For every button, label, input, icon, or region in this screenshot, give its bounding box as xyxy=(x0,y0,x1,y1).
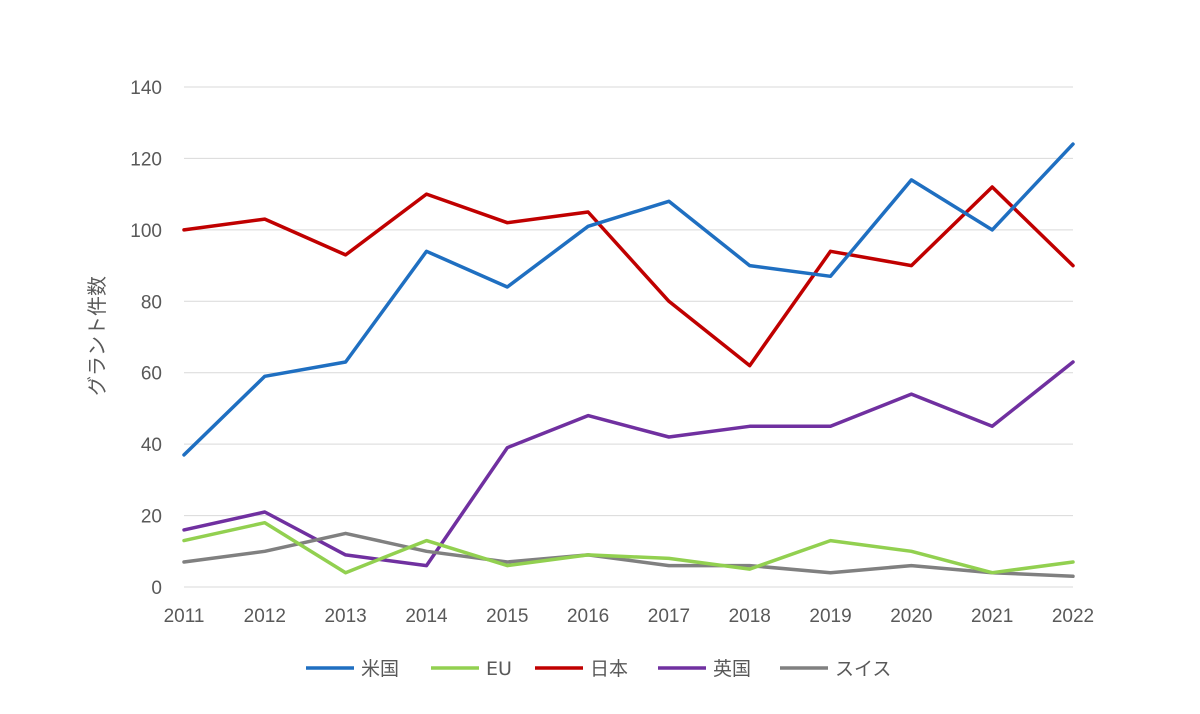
y-axis-ticks: 0 20 40 60 80 100 120 140 xyxy=(130,78,162,599)
y-tick-label: 80 xyxy=(141,292,162,313)
x-tick-label: 2021 xyxy=(971,606,1013,627)
y-axis-title: グラント件数 xyxy=(85,276,109,396)
x-tick-label: 2022 xyxy=(1052,606,1094,627)
y-tick-label: 20 xyxy=(141,507,162,528)
y-tick-label: 100 xyxy=(130,221,162,242)
series-line-1 xyxy=(182,520,1075,575)
legend-label: 英国 xyxy=(713,658,751,680)
x-tick-label: 2015 xyxy=(486,606,528,627)
series-lines xyxy=(182,142,1075,579)
y-tick-label: 120 xyxy=(130,149,162,170)
x-axis-ticks: 2011 2012 2013 2014 2015 2016 2017 2018 2019 2020… xyxy=(164,606,1095,627)
gridlines xyxy=(184,86,1073,588)
x-tick-label: 2011 xyxy=(164,606,205,627)
y-tick-label: 40 xyxy=(141,435,162,456)
series-line-3 xyxy=(182,360,1075,568)
x-tick-label: 2017 xyxy=(648,606,690,627)
y-tick-label: 0 xyxy=(151,578,162,599)
x-tick-label: 2014 xyxy=(405,606,448,627)
legend-label: EU xyxy=(486,658,512,680)
series-line-4 xyxy=(182,531,1075,579)
x-tick-label: 2013 xyxy=(324,606,366,627)
legend: 米国 EU 日本 英国 スイス xyxy=(306,658,891,680)
x-tick-label: 2018 xyxy=(729,606,771,627)
x-tick-label: 2020 xyxy=(890,606,932,627)
y-tick-label: 60 xyxy=(141,364,162,385)
series-line-2 xyxy=(182,185,1075,368)
legend-label: 日本 xyxy=(590,658,628,680)
x-tick-label: 2012 xyxy=(244,606,286,627)
series-line-0 xyxy=(182,142,1075,457)
x-tick-label: 2016 xyxy=(567,606,609,627)
x-tick-label: 2019 xyxy=(809,606,851,627)
legend-label: スイス xyxy=(835,658,891,680)
y-tick-label: 140 xyxy=(130,78,162,99)
legend-label: 米国 xyxy=(361,658,399,680)
